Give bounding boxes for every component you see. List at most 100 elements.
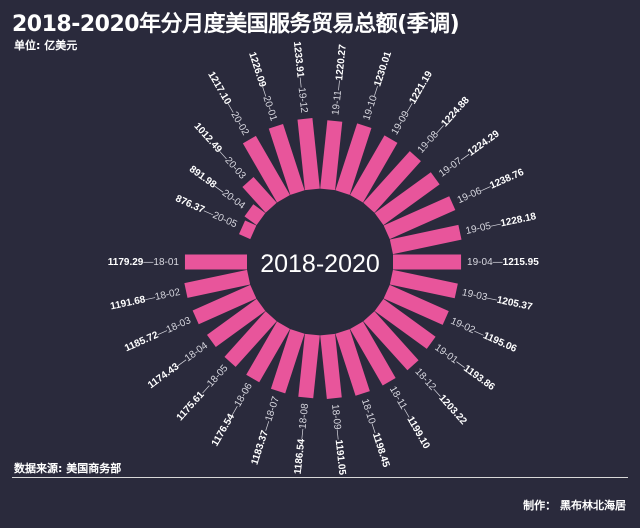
value-label: 1226.09: [247, 51, 269, 89]
value-label: 1228.18: [499, 211, 537, 229]
bar-label-19-06: 19-06—1238.76: [456, 166, 526, 205]
bar-label-20-01: 1226.09—20-01: [247, 51, 280, 123]
bar-19-11: [320, 120, 343, 191]
value-label: 1199.10: [405, 414, 433, 451]
bar-label-19-12: 1233.91—19-12: [291, 41, 309, 114]
date-label: 19-09—: [389, 100, 416, 136]
credit-note: 制作： 黑布林北海居: [523, 499, 626, 512]
date-label: 19-03—: [461, 287, 498, 305]
value-label: 1193.86: [462, 363, 498, 393]
bar-19-04: [393, 254, 462, 270]
bar-label-19-07: 19-07—1224.29: [437, 128, 502, 179]
bar-label-19-11: 19-11—1220.27: [330, 43, 348, 115]
bar-label-19-04: 19-04—1215.95: [467, 257, 539, 268]
value-label: 1191.05: [333, 439, 348, 476]
value-label: 1233.91: [291, 41, 306, 79]
value-label: 1230.01: [372, 50, 394, 88]
bar-label-19-02: 19-02—1195.06: [449, 316, 519, 355]
value-label: 1221.19: [407, 69, 435, 106]
bar-19-01: [374, 298, 436, 349]
bar-20-02: [242, 135, 290, 203]
date-label: —18-07: [260, 395, 282, 433]
bar-group: [184, 118, 462, 400]
bar-18-05: [224, 311, 277, 367]
bar-19-07: [374, 172, 440, 226]
date-label: 18-12—: [413, 366, 445, 400]
bar-label-18-01: 1179.29—18-01: [108, 257, 180, 268]
bar-label-19-01: 19-01—1193.86: [433, 342, 497, 393]
date-label: —20-02: [224, 101, 252, 138]
bar-19-05: [389, 224, 462, 255]
date-label: 19-01—: [433, 342, 468, 372]
date-label: —20-03: [216, 148, 248, 182]
bar-20-03: [242, 176, 277, 213]
bar-label-18-11: 18-11—1199.10: [387, 384, 432, 451]
value-label: 1183.37: [249, 429, 271, 467]
bar-19-06: [383, 196, 456, 240]
unit-label: 单位: 亿美元: [14, 39, 78, 52]
bar-18-04: [206, 298, 266, 347]
value-label: 1238.76: [488, 166, 526, 191]
value-label: 1176.54: [209, 412, 237, 449]
bar-label-18-03: 1185.72—18-03: [123, 315, 193, 354]
value-label: 1185.72: [123, 329, 160, 354]
bar-19-09: [350, 135, 398, 203]
value-label: 1179.29: [108, 257, 144, 268]
bar-18-03: [192, 284, 257, 325]
bar-label-18-10: 18-10—1198.45: [359, 397, 392, 469]
bar-19-10: [335, 123, 372, 195]
bar-18-08: [298, 333, 320, 399]
bar-18-12: [363, 311, 419, 371]
date-label: 18-11—: [387, 384, 414, 420]
bar-label-20-02: 1217.10—20-02: [206, 70, 252, 138]
date-label: 19-06—: [456, 181, 493, 206]
date-label: 19-10—: [361, 84, 382, 121]
date-label: —20-04: [212, 182, 248, 212]
bar-18-10: [335, 329, 370, 396]
date-label: 18-09—: [329, 404, 344, 441]
bar-18-11: [350, 321, 396, 386]
page-title: 2018-2020年分月度美国服务贸易总额(季调): [12, 12, 460, 37]
bar-label-18-02: 1191.68—18-02: [109, 286, 181, 312]
value-label: 1217.10: [206, 70, 234, 107]
value-label: 1198.45: [370, 431, 392, 469]
bar-20-04: [244, 204, 266, 226]
bar-label-18-06: 1176.54—18-06: [209, 381, 254, 449]
bar-20-05: [238, 220, 257, 240]
value-label: 1186.54: [292, 438, 307, 475]
date-label: 19-02—: [449, 316, 486, 341]
bar-label-19-03: 19-03—1205.37: [461, 287, 534, 313]
value-label: 1174.43: [146, 361, 182, 391]
bar-19-02: [383, 284, 449, 325]
value-label: 1195.06: [481, 330, 518, 355]
date-label: —20-01: [258, 85, 280, 123]
date-label: 19-04—: [467, 257, 503, 268]
bar-18-09: [320, 333, 342, 400]
bar-18-02: [184, 269, 251, 298]
bar-label-19-08: 19-08—1224.88: [415, 94, 471, 155]
bar-label-18-08: 1186.54—18-08: [292, 402, 310, 474]
bar-19-03: [389, 269, 458, 299]
value-label: 1012.49: [192, 121, 225, 156]
bar-label-19-10: 19-10—1230.01: [361, 50, 394, 122]
date-label: —18-03: [156, 315, 193, 340]
date-label: 18-10—: [359, 397, 380, 434]
value-label: 1205.37: [496, 294, 534, 312]
source-note: 数据来源: 美国商务部: [14, 462, 122, 475]
value-label: 1220.27: [334, 43, 349, 81]
bar-label-18-09: 18-09—1191.05: [329, 404, 347, 476]
bar-label-18-04: 1174.43—18-04: [146, 340, 210, 391]
value-label: 1224.29: [466, 128, 502, 158]
date-label: —18-04: [175, 340, 211, 370]
divider: [12, 477, 628, 478]
value-label: 1215.95: [503, 257, 540, 268]
date-label: —18-05: [198, 362, 230, 396]
date-label: —20-05: [202, 205, 239, 230]
bar-20-01: [268, 123, 305, 195]
date-label: 19-08—: [415, 122, 447, 156]
date-label: —18-06: [227, 381, 255, 418]
bar-18-01: [184, 254, 247, 270]
bar-19-08: [363, 151, 421, 213]
date-label: —18-02: [144, 286, 182, 304]
